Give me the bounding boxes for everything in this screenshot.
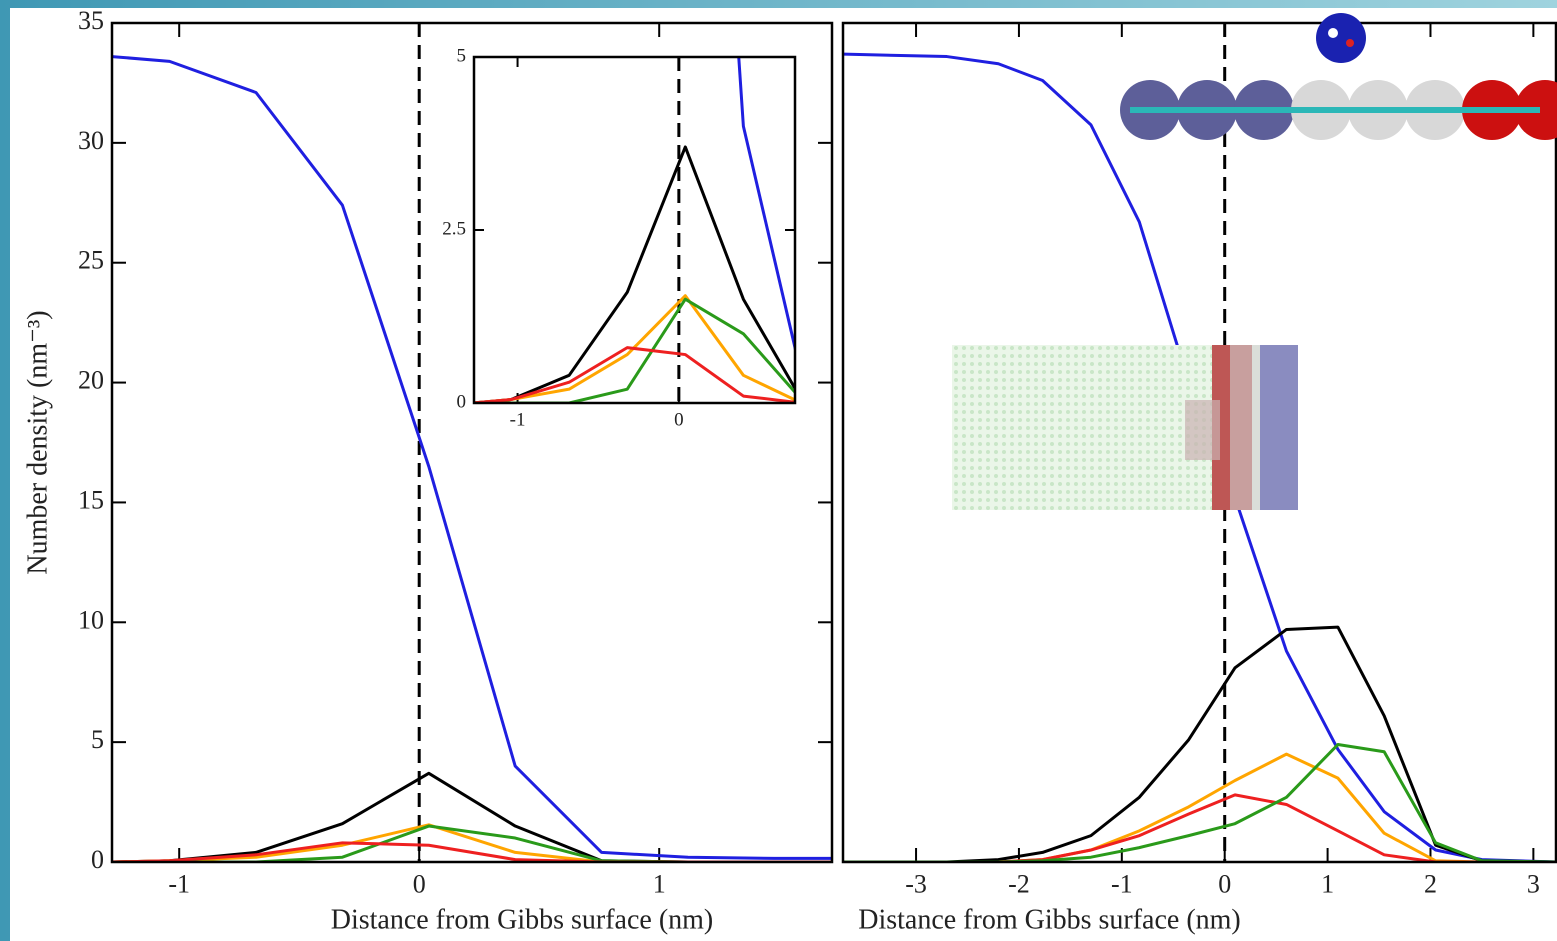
series-group [474,57,795,403]
plot-frame [472,55,797,405]
y-tick-label: 5 [457,45,467,66]
x-axis-label: Distance from Gibbs surface (nm) [858,904,1241,935]
x-tick-label: 3 [1527,870,1540,899]
y-tick-label: 2.5 [442,218,466,239]
chart-panel: -1 0 0 2.5 5 [442,45,797,430]
x-tick-label: 0 [1218,870,1231,899]
y-tick-label: 0 [91,845,104,874]
x-axis-label: Distance from Gibbs surface (nm) [331,904,714,935]
series-line [474,294,795,403]
y-tick-label: 35 [78,6,104,35]
x-tick-label: 1 [1321,870,1334,899]
y-tick-label: 20 [78,366,104,395]
y-tick-label: 5 [91,725,104,754]
y-tick-label: 0 [457,391,467,412]
plot-area [474,57,795,403]
plot-frame [110,21,834,864]
plot-frame [841,21,1557,864]
x-tick-label: -3 [905,870,927,899]
simulation-snapshot [952,345,1298,510]
x-tick-label: -2 [1008,870,1030,899]
x-tick-label: 2 [1424,870,1437,899]
x-tick-label: 1 [653,870,666,899]
y-tick-label: 10 [78,605,104,634]
series-line [474,346,795,403]
y-axis-label: Number density (nm⁻³) [22,310,53,574]
x-tick-label: -1 [510,409,526,430]
x-tick-label: -1 [1111,870,1133,899]
series-group [112,23,832,862]
series-line [474,297,795,403]
y-tick-label: 30 [78,126,104,155]
series-line [112,824,832,862]
y-tick-label: 15 [78,485,104,514]
x-tick-label: 0 [674,409,684,430]
x-tick-label: 0 [413,870,426,899]
series-line [474,145,795,403]
series-line [112,841,832,862]
x-tick-label: -1 [168,870,190,899]
series-line [112,55,832,860]
series-line [844,625,1556,862]
y-tick-label: 25 [78,246,104,275]
molecule-illustration [1120,13,1557,140]
